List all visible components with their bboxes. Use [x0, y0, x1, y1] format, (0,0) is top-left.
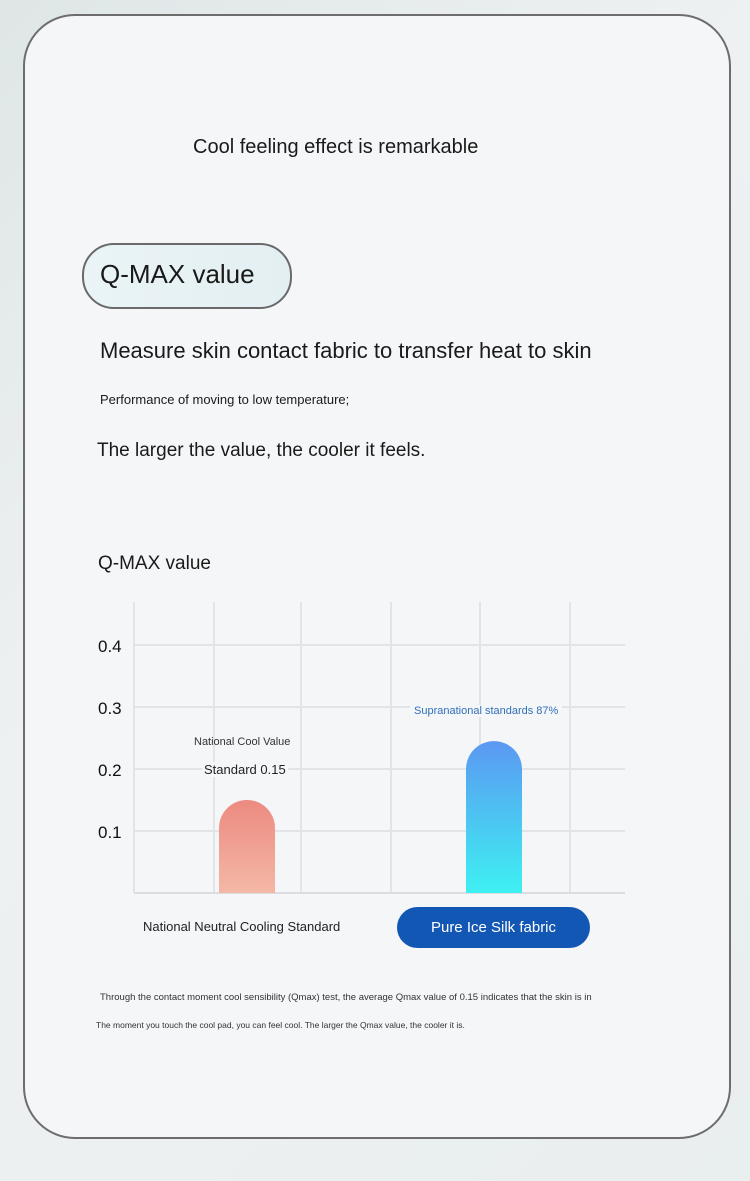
- y-tick-label: 0.1: [98, 823, 122, 842]
- intro-line-1: Measure skin contact fabric to transfer …: [100, 338, 592, 363]
- footer-line-2: The moment you touch the cool pad, you c…: [96, 1020, 465, 1030]
- y-tick-label: 0.2: [98, 761, 122, 780]
- national-annotation-2: Standard 0.15: [202, 762, 288, 777]
- bar: [219, 800, 275, 893]
- intro-line-2: Performance of moving to low temperature…: [100, 392, 350, 407]
- bar: [466, 741, 522, 893]
- badge-label: Q-MAX value: [100, 259, 255, 289]
- footer-line-1: Through the contact moment cool sensibil…: [100, 992, 592, 1003]
- card: [23, 14, 731, 1139]
- category-label-pure-ice-silk: Pure Ice Silk fabric: [397, 907, 590, 948]
- page-title: Cool feeling effect is remarkable: [193, 136, 479, 158]
- y-tick-label: 0.4: [98, 637, 122, 656]
- chart-ylabel: Q-MAX value: [98, 553, 211, 574]
- qmax-badge: Q-MAX value: [82, 243, 292, 309]
- y-tick-label: 0.3: [98, 699, 122, 718]
- supra-annotation: Supranational standards 87%: [410, 705, 563, 717]
- category-label-national: National Neutral Cooling Standard: [143, 919, 341, 934]
- national-annotation-1: National Cool Value: [194, 736, 291, 748]
- intro-line-3: The larger the value, the cooler it feel…: [97, 440, 426, 461]
